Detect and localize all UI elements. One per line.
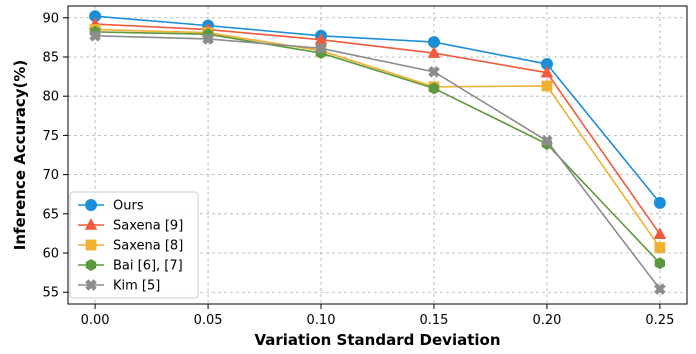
data-point: [654, 257, 666, 270]
x-tick-label: 0.25: [645, 313, 674, 328]
x-axis-title: Variation Standard Deviation: [254, 331, 500, 349]
legend-label: Kim [5]: [113, 279, 160, 294]
data-point: [428, 66, 440, 78]
data-point: [314, 32, 328, 45]
legend-label: Bai [6], [7]: [113, 259, 183, 274]
legend-marker: [85, 279, 97, 291]
legend-item: Ours: [78, 199, 144, 214]
x-tick-label: 0.05: [194, 313, 223, 328]
y-tick-label: 80: [42, 90, 59, 105]
series-line: [95, 35, 661, 290]
legend-box: [69, 191, 199, 299]
x-tick-label: 0.00: [81, 313, 110, 328]
y-axis-title: Inference Accuracy(%): [11, 60, 29, 251]
legend-label: Ours: [113, 199, 144, 214]
data-point: [89, 10, 102, 23]
y-tick-label: 70: [42, 168, 59, 183]
data-point: [202, 33, 214, 45]
y-tick-label: 85: [42, 50, 59, 65]
plot-frame: [67, 5, 688, 305]
legend-marker: [85, 239, 97, 251]
data-point: [540, 65, 554, 78]
data-point: [541, 135, 553, 147]
data-point: [89, 30, 101, 42]
series-layer: [88, 10, 667, 295]
data-point: [427, 36, 440, 49]
legend-item: Saxena [8]: [78, 239, 183, 254]
legend-item: Saxena [9]: [78, 218, 183, 234]
legend-label: Saxena [8]: [113, 239, 183, 254]
series-line: [95, 23, 661, 235]
data-point: [540, 58, 553, 71]
y-tick-label: 75: [42, 129, 59, 144]
y-tick-label: 90: [42, 11, 59, 26]
series-4: [89, 30, 666, 295]
series-line: [95, 31, 661, 264]
x-tick-label: 0.15: [420, 313, 449, 328]
data-point: [315, 42, 327, 55]
legend-marker: [84, 218, 98, 230]
data-point: [427, 46, 441, 58]
x-tick-label: 0.20: [532, 313, 561, 328]
data-point: [653, 196, 666, 209]
tick-layer: 0.00 0.05 0.10 0.15 0.20 0.25 55 60 65 70 75 80 85 90: [42, 11, 674, 328]
legend-item: Kim [5]: [78, 279, 160, 294]
y-tick-label: 60: [42, 247, 59, 262]
legend-label: Saxena [9]: [113, 219, 183, 234]
data-point: [428, 82, 440, 95]
series-line: [95, 15, 661, 204]
legend-marker: [85, 199, 97, 211]
y-tick-label: 65: [42, 207, 59, 222]
data-point: [654, 283, 666, 295]
data-point: [653, 227, 667, 240]
legend: Ours Saxena [9] Saxena [8] Bai [6], [7] Kim …: [69, 191, 199, 299]
data-point: [541, 80, 553, 92]
legend-marker: [85, 259, 97, 271]
legend-item: Bai [6], [7]: [78, 259, 183, 274]
data-point: [654, 242, 666, 253]
series-line: [95, 28, 661, 248]
y-tick-label: 55: [42, 286, 59, 301]
x-tick-label: 0.10: [307, 313, 336, 328]
